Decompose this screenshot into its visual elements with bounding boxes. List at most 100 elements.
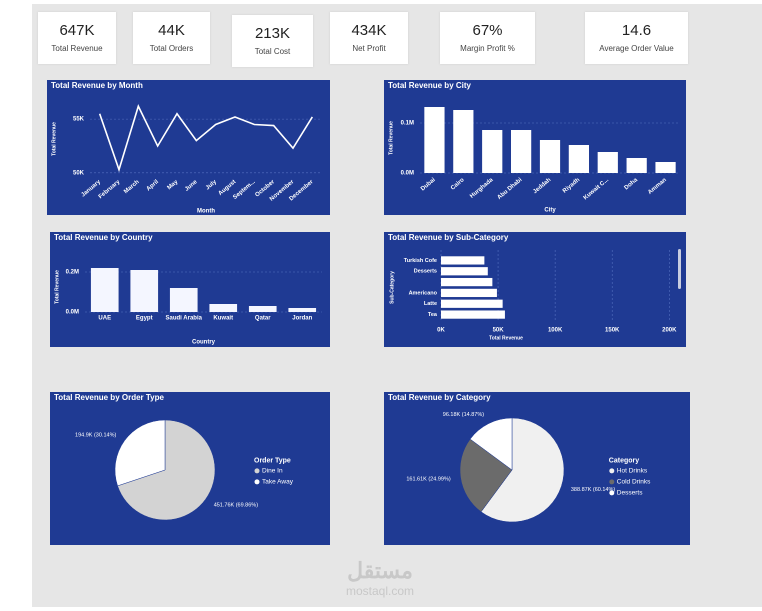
kpi-card: 434K Net Profit <box>330 12 408 64</box>
kpi-label: Margin Profit % <box>460 44 515 53</box>
y-axis-title: Total Revenue <box>51 122 57 156</box>
legend-label: Take Away <box>262 479 294 486</box>
chart-panel <box>384 232 686 347</box>
legend-title: Category <box>609 458 639 465</box>
y-tick-label: 0.0M <box>66 310 79 316</box>
data-label: 388.87K (60.14%) <box>571 487 616 493</box>
y-tick-label: 0.0M <box>401 171 414 177</box>
bar <box>169 288 198 312</box>
kpi-card: 213K Total Cost <box>232 15 313 67</box>
y-axis-title: Total Revenue <box>54 270 60 304</box>
x-tick-label: 0K <box>437 328 445 334</box>
bar <box>130 270 159 312</box>
data-label: 194.9K (30.14%) <box>75 432 116 438</box>
x-tick-label: 150K <box>605 328 620 334</box>
y-tick-label: 0.2M <box>66 270 79 276</box>
chart-title: Total Revenue by Sub-Category <box>388 233 509 242</box>
bar <box>441 310 505 319</box>
y-tick-label: Latte <box>424 301 437 307</box>
chart-panel <box>47 80 330 215</box>
bar <box>453 110 474 173</box>
x-tick-label: 200K <box>662 328 677 334</box>
data-label: 96.18K (14.87%) <box>443 412 484 418</box>
bar <box>424 107 445 173</box>
bar <box>626 158 647 173</box>
kpi-card: 44K Total Orders <box>133 12 210 64</box>
bar <box>539 140 561 173</box>
y-axis-title: Sub-Category <box>389 271 395 304</box>
line <box>98 104 314 173</box>
chart-title: Total Revenue by Category <box>388 393 491 402</box>
chart-title: Total Revenue by Month <box>51 81 143 90</box>
kpi-value: 44K <box>158 22 185 39</box>
x-tick-label: Kuwait <box>213 316 233 322</box>
scrollbar <box>678 249 681 289</box>
legend-marker <box>609 479 615 485</box>
y-tick-label: Turkish Cofe <box>404 258 437 264</box>
bar <box>441 256 485 265</box>
x-tick-label: UAE <box>98 316 111 322</box>
x-axis-title: Month <box>197 209 215 215</box>
x-tick-label: Saudi Arabia <box>166 316 203 322</box>
kpi-card: 67% Margin Profit % <box>440 12 535 64</box>
bar <box>482 130 503 173</box>
pie-slice <box>114 419 166 487</box>
y-tick-label: 55K <box>73 117 85 123</box>
bar <box>597 152 618 173</box>
kpi-value: 434K <box>351 22 387 39</box>
data-label: 161.61K (24.99%) <box>406 477 451 483</box>
data-label: 451.76K (69.86%) <box>214 503 259 509</box>
y-tick-label: Tea <box>428 312 438 318</box>
chart-title: Total Revenue by City <box>388 81 472 90</box>
kpi-card: 647K Total Revenue <box>38 12 116 64</box>
kpi-label: Average Order Value <box>599 44 674 53</box>
bar <box>248 306 277 312</box>
bar <box>90 268 119 312</box>
legend-label: Hot Drinks <box>617 468 648 475</box>
kpi-label: Net Profit <box>352 44 386 53</box>
bar <box>441 277 493 287</box>
pie-slice <box>469 417 513 471</box>
y-tick-label: 0.1M <box>401 121 414 127</box>
bar <box>568 145 589 173</box>
bar <box>209 304 238 312</box>
x-tick-label: Qatar <box>255 316 271 322</box>
legend-label: Desserts <box>617 490 643 497</box>
x-axis-title: Country <box>192 340 216 346</box>
watermark: مستقل <box>347 558 413 583</box>
chart-title: Total Revenue by Country <box>54 233 153 242</box>
legend-title: Order Type <box>254 458 291 465</box>
x-tick-label: 100K <box>548 328 563 334</box>
x-tick-label: 50K <box>493 328 505 334</box>
x-tick-label: Egypt <box>136 316 153 322</box>
kpi-card: 14.6 Average Order Value <box>585 12 688 64</box>
bar <box>288 308 317 312</box>
legend-marker <box>609 490 615 496</box>
legend-marker <box>254 479 260 485</box>
legend-marker <box>609 468 615 474</box>
y-tick-label: Americano <box>409 290 438 296</box>
kpi-label: Total Cost <box>254 47 291 56</box>
pie-slice <box>480 417 565 523</box>
kpi-value: 14.6 <box>621 22 652 39</box>
bar <box>441 288 497 298</box>
kpi-value: 647K <box>59 22 95 39</box>
bar <box>655 162 676 173</box>
pie-slice <box>459 438 513 513</box>
watermark: mostaql.com <box>346 584 414 598</box>
kpi-label: Total Orders <box>149 44 194 53</box>
bar <box>511 130 532 173</box>
legend-label: Cold Drinks <box>617 479 651 486</box>
bar <box>441 267 488 276</box>
x-axis-title: Total Revenue <box>489 335 523 341</box>
legend-marker <box>254 468 260 474</box>
legend-label: Dine In <box>262 468 283 475</box>
y-tick-label: 50K <box>73 170 85 176</box>
x-tick-label: Jordan <box>292 316 312 322</box>
bar <box>441 299 503 308</box>
kpi-value: 67% <box>472 22 503 39</box>
y-tick-label: Desserts <box>414 269 437 275</box>
kpi-label: Total Revenue <box>51 44 103 53</box>
